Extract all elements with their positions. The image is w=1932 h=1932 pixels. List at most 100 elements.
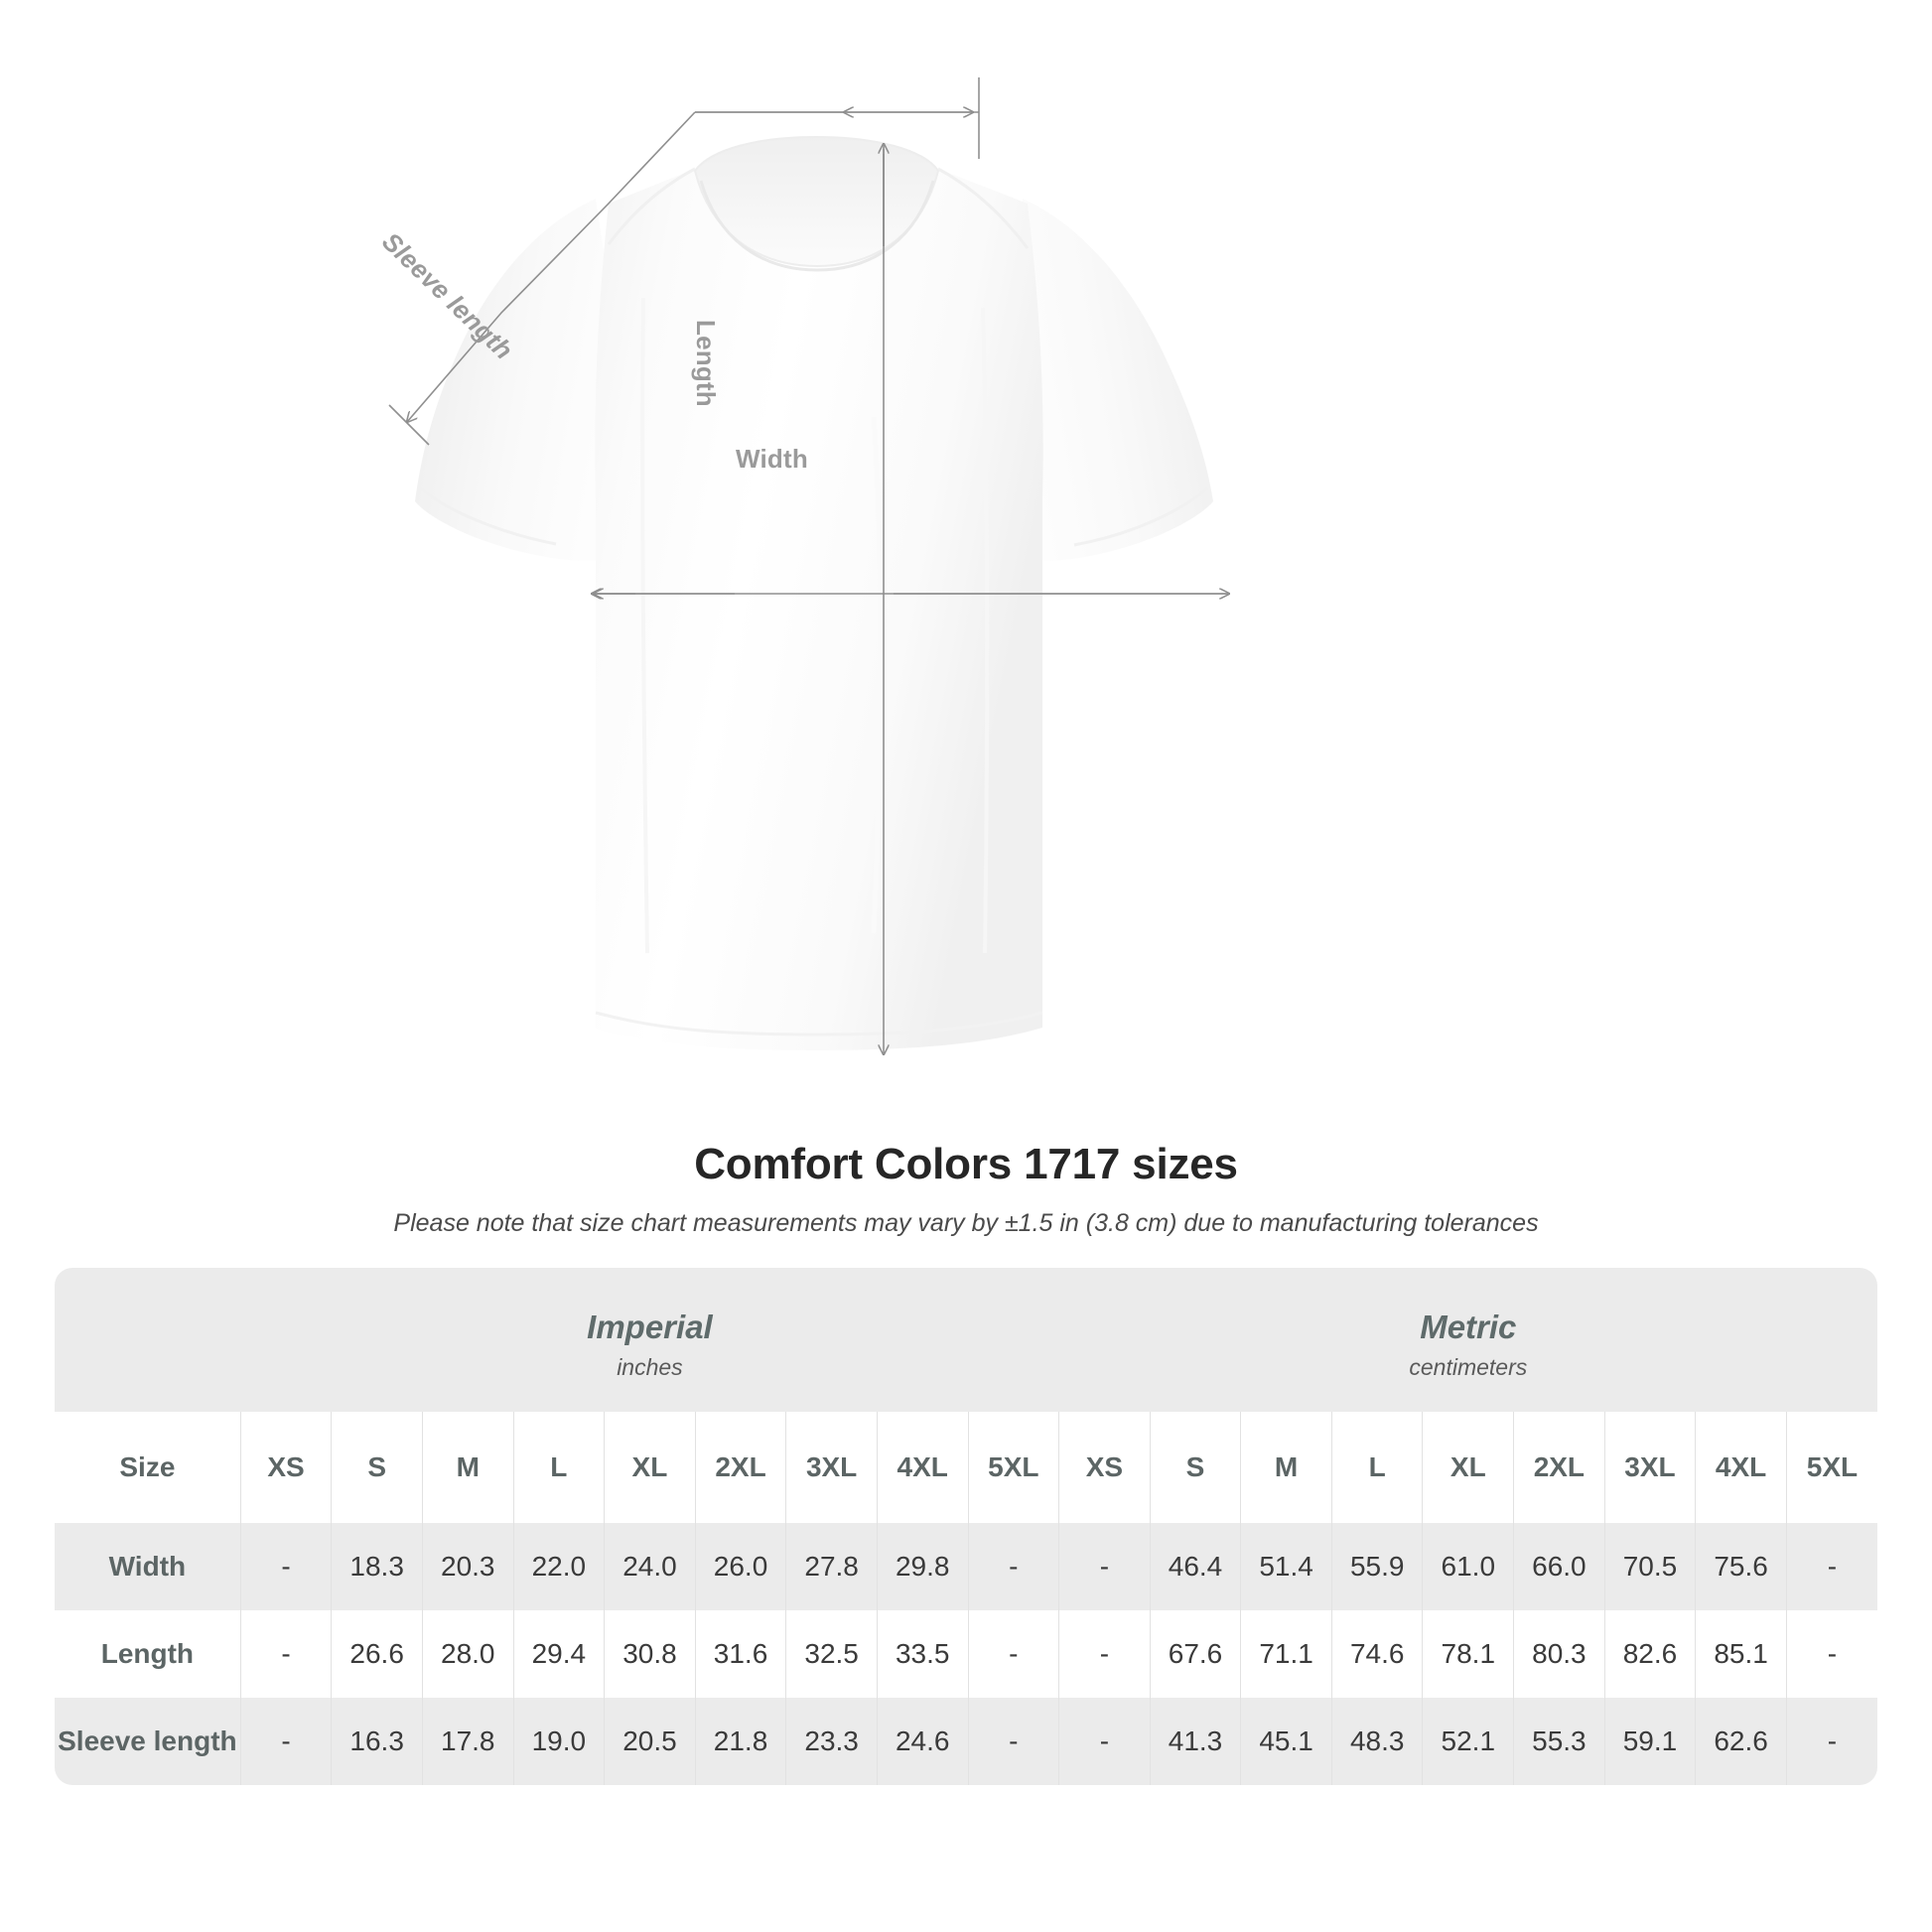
- cell-sleeve-length-imperial-5xl: -: [968, 1698, 1060, 1785]
- unit-band-row: Imperial inches Metric centimeters: [55, 1268, 1877, 1412]
- cell-sleeve-length-imperial-s: 16.3: [331, 1698, 423, 1785]
- header-size-3xl[interactable]: 3XL: [1604, 1412, 1697, 1523]
- cell-width-imperial-2xl: 26.0: [695, 1523, 787, 1610]
- header-size-4xl[interactable]: 4XL: [877, 1412, 969, 1523]
- cell-sleeve-length-imperial-3xl: 23.3: [785, 1698, 878, 1785]
- cell-width-metric-xs: -: [1058, 1523, 1151, 1610]
- cell-sleeve-length-metric-s: 41.3: [1150, 1698, 1242, 1785]
- cell-length-metric-2xl: 80.3: [1513, 1610, 1605, 1698]
- header-size-3xl[interactable]: 3XL: [785, 1412, 878, 1523]
- cell-width-imperial-xl: 24.0: [604, 1523, 696, 1610]
- cell-length-imperial-2xl: 31.6: [695, 1610, 787, 1698]
- unit-sub: centimeters: [1409, 1353, 1528, 1380]
- cell-width-metric-5xl: -: [1786, 1523, 1877, 1610]
- cell-width-metric-s: 46.4: [1150, 1523, 1242, 1610]
- header-size-xs[interactable]: XS: [1058, 1412, 1151, 1523]
- cell-sleeve-length-imperial-2xl: 21.8: [695, 1698, 787, 1785]
- tshirt-shape: [415, 135, 1213, 1050]
- unit-header-imperial: Imperial inches: [240, 1268, 1059, 1412]
- tshirt-measurement-diagram: Sleeve length Length Width: [376, 77, 1932, 1112]
- header-size-4xl[interactable]: 4XL: [1695, 1412, 1787, 1523]
- cell-sleeve-length-metric-4xl: 62.6: [1695, 1698, 1787, 1785]
- cell-width-imperial-3xl: 27.8: [785, 1523, 878, 1610]
- cell-sleeve-length-metric-3xl: 59.1: [1604, 1698, 1697, 1785]
- header-size-s[interactable]: S: [331, 1412, 423, 1523]
- table-row: Sleeve length -16.3 17.8 19.0 20.5 21.8 23.3 24…: [55, 1698, 1877, 1785]
- cell-width-metric-3xl: 70.5: [1604, 1523, 1697, 1610]
- header-size-label: Size: [55, 1412, 241, 1523]
- cell-sleeve-length-metric-m: 45.1: [1240, 1698, 1332, 1785]
- width-dimension-label: Width: [736, 444, 808, 474]
- cell-sleeve-length-imperial-l: 19.0: [513, 1698, 606, 1785]
- cell-length-imperial-5xl: -: [968, 1610, 1060, 1698]
- cell-length-metric-l: 74.6: [1331, 1610, 1424, 1698]
- size-table-container: Imperial inches Metric centimeters Size XS S M L…: [55, 1268, 1877, 1785]
- header-size-5xl[interactable]: 5XL: [1786, 1412, 1877, 1523]
- length-dimension-label: Length: [691, 320, 721, 407]
- table-row: Length -26.6 28.0 29.4 30.8 31.6 32.5 33.5- -67.…: [55, 1610, 1877, 1698]
- cell-sleeve-length-imperial-xl: 20.5: [604, 1698, 696, 1785]
- cell-sleeve-length-metric-xl: 52.1: [1422, 1698, 1515, 1785]
- cell-sleeve-length-metric-xs: -: [1058, 1698, 1151, 1785]
- cell-length-metric-3xl: 82.6: [1604, 1610, 1697, 1698]
- cell-length-metric-xl: 78.1: [1422, 1610, 1515, 1698]
- cell-sleeve-length-metric-2xl: 55.3: [1513, 1698, 1605, 1785]
- row-label-length: Length: [55, 1610, 241, 1698]
- header-size-xs[interactable]: XS: [240, 1412, 333, 1523]
- cell-length-imperial-xl: 30.8: [604, 1610, 696, 1698]
- cell-width-imperial-5xl: -: [968, 1523, 1060, 1610]
- tolerance-note: Please note that size chart measurements…: [393, 1209, 1539, 1237]
- unit-name: Imperial: [587, 1309, 713, 1346]
- cell-width-metric-xl: 61.0: [1422, 1523, 1515, 1610]
- cell-sleeve-length-imperial-xs: -: [240, 1698, 333, 1785]
- cell-width-imperial-xs: -: [240, 1523, 333, 1610]
- cell-width-imperial-l: 22.0: [513, 1523, 606, 1610]
- cell-width-imperial-s: 18.3: [331, 1523, 423, 1610]
- chart-heading-block: Comfort Colors 1717 sizes Please note th…: [0, 1140, 1932, 1238]
- size-header-row: Size XS S M L XL 2XL 3XL 4XL 5XL XS S M L XL 2XL 3XL 4XL 5…: [55, 1412, 1877, 1523]
- cell-length-imperial-3xl: 32.5: [785, 1610, 878, 1698]
- page-title: Comfort Colors 1717 sizes: [694, 1140, 1238, 1188]
- cell-length-metric-s: 67.6: [1150, 1610, 1242, 1698]
- cell-length-metric-m: 71.1: [1240, 1610, 1332, 1698]
- header-size-2xl[interactable]: 2XL: [1513, 1412, 1605, 1523]
- unit-header-metric: Metric centimeters: [1058, 1268, 1877, 1412]
- cell-sleeve-length-imperial-m: 17.8: [422, 1698, 514, 1785]
- cell-sleeve-length-metric-5xl: -: [1786, 1698, 1877, 1785]
- cell-length-imperial-m: 28.0: [422, 1610, 514, 1698]
- cell-width-metric-m: 51.4: [1240, 1523, 1332, 1610]
- header-size-2xl[interactable]: 2XL: [695, 1412, 787, 1523]
- header-size-m[interactable]: M: [1240, 1412, 1332, 1523]
- row-label-width: Width: [55, 1523, 241, 1610]
- cell-sleeve-length-imperial-4xl: 24.6: [877, 1698, 969, 1785]
- tshirt-illustration: [388, 77, 1932, 1112]
- header-size-xl[interactable]: XL: [1422, 1412, 1515, 1523]
- cell-width-imperial-4xl: 29.8: [877, 1523, 969, 1610]
- header-size-m[interactable]: M: [422, 1412, 514, 1523]
- cell-length-metric-xs: -: [1058, 1610, 1151, 1698]
- cell-length-imperial-4xl: 33.5: [877, 1610, 969, 1698]
- unit-band-spacer: [55, 1268, 241, 1412]
- cell-sleeve-length-metric-l: 48.3: [1331, 1698, 1424, 1785]
- header-size-l[interactable]: L: [1331, 1412, 1424, 1523]
- measurement-annotations: [388, 77, 1229, 1054]
- cell-length-imperial-s: 26.6: [331, 1610, 423, 1698]
- header-size-l[interactable]: L: [513, 1412, 606, 1523]
- size-table: Imperial inches Metric centimeters Size XS S M L…: [55, 1268, 1877, 1785]
- table-row: Width -18.3 20.3 22.0 24.0 26.0 27.8 29.8- -46.4…: [55, 1523, 1877, 1610]
- header-size-s[interactable]: S: [1150, 1412, 1242, 1523]
- header-size-5xl[interactable]: 5XL: [968, 1412, 1060, 1523]
- unit-name: Metric: [1420, 1309, 1517, 1346]
- cell-width-metric-4xl: 75.6: [1695, 1523, 1787, 1610]
- unit-sub: inches: [617, 1353, 683, 1380]
- cell-length-imperial-xs: -: [240, 1610, 333, 1698]
- cell-width-imperial-m: 20.3: [422, 1523, 514, 1610]
- cell-length-imperial-l: 29.4: [513, 1610, 606, 1698]
- cell-width-metric-2xl: 66.0: [1513, 1523, 1605, 1610]
- header-size-xl[interactable]: XL: [604, 1412, 696, 1523]
- row-label-sleeve-length: Sleeve length: [55, 1698, 241, 1785]
- cell-width-metric-l: 55.9: [1331, 1523, 1424, 1610]
- cell-length-metric-4xl: 85.1: [1695, 1610, 1787, 1698]
- cell-length-metric-5xl: -: [1786, 1610, 1877, 1698]
